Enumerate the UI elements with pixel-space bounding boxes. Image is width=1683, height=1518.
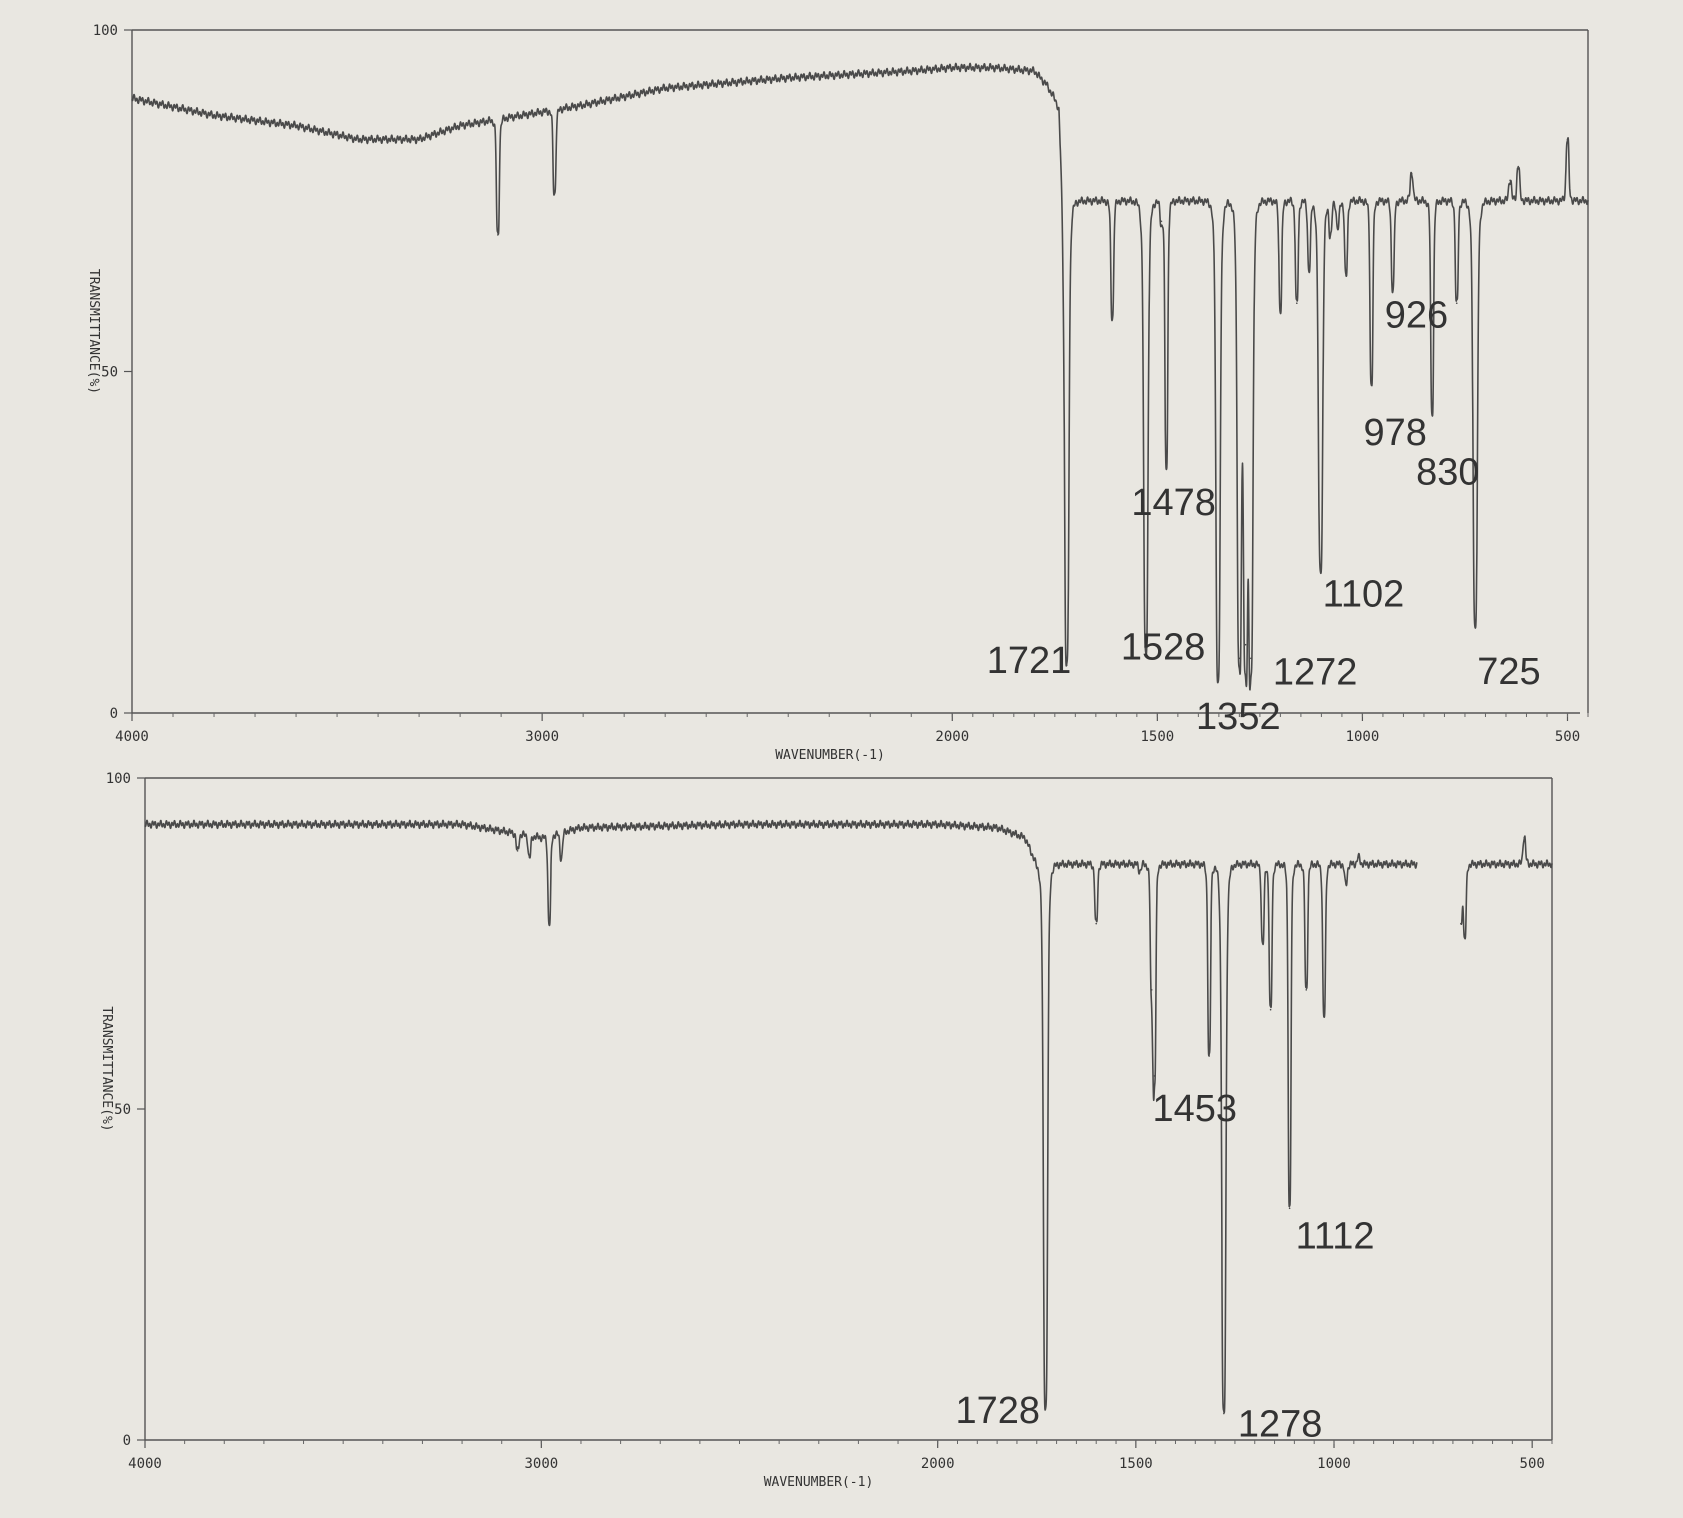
x-tick-label: 4000 bbox=[115, 729, 149, 745]
peak-point bbox=[1065, 664, 1068, 666]
peak-point bbox=[1523, 836, 1526, 839]
peak-point bbox=[1460, 922, 1462, 925]
peak-point bbox=[1305, 989, 1308, 991]
y-tick-label: 100 bbox=[93, 23, 118, 39]
x-tick-label: 500 bbox=[1555, 729, 1580, 745]
peak-label-1102: 1102 bbox=[1323, 574, 1405, 616]
peak-label-830: 830 bbox=[1416, 451, 1479, 493]
y-tick-label: 100 bbox=[106, 771, 131, 787]
y-axis-title: TRANSMITTANCE(%) bbox=[86, 269, 101, 394]
peak-label-1278: 1278 bbox=[1238, 1404, 1323, 1446]
peak-point bbox=[553, 193, 556, 195]
x-tick-label: 3000 bbox=[525, 729, 559, 745]
peak-point bbox=[1095, 922, 1098, 925]
peak-label-1528: 1528 bbox=[1121, 627, 1206, 669]
peak-point bbox=[1123, 199, 1126, 202]
peak-label-1453: 1453 bbox=[1152, 1088, 1237, 1130]
peak-label-725: 725 bbox=[1477, 651, 1540, 693]
peak-point bbox=[1044, 1406, 1047, 1408]
peak-point bbox=[1153, 1075, 1156, 1077]
peak-point bbox=[1308, 268, 1310, 270]
peak-point bbox=[1165, 466, 1168, 468]
peak-point bbox=[1279, 309, 1282, 311]
x-axis-title: WAVENUMBER(-1) bbox=[775, 748, 885, 763]
x-tick-label: 4000 bbox=[128, 1456, 162, 1472]
peak-label-1728: 1728 bbox=[955, 1390, 1040, 1432]
peak-point bbox=[560, 856, 562, 859]
x-tick-label: 1500 bbox=[1119, 1456, 1153, 1472]
spectrum-trace bbox=[144, 819, 1553, 1414]
peak-point bbox=[1323, 1015, 1325, 1018]
peak-point bbox=[1329, 234, 1332, 236]
x-tick-label: 3000 bbox=[524, 1456, 558, 1472]
peak-point bbox=[1250, 657, 1252, 660]
peak-point bbox=[1319, 568, 1322, 571]
spectrum-trace bbox=[131, 62, 1589, 691]
peak-label-1352: 1352 bbox=[1196, 696, 1281, 738]
peak-point bbox=[1370, 384, 1373, 386]
x-tick-label: 1000 bbox=[1346, 729, 1380, 745]
peak-label-978: 978 bbox=[1363, 412, 1426, 454]
x-tick-label: 500 bbox=[1520, 1456, 1545, 1472]
peak-point bbox=[516, 850, 519, 852]
peak-point bbox=[1410, 172, 1413, 175]
peak-point bbox=[1361, 199, 1364, 202]
x-tick-label: 1500 bbox=[1140, 729, 1174, 745]
peak-point bbox=[1269, 1008, 1272, 1011]
y-axis-title: TRANSMITTANCE(%) bbox=[99, 1006, 114, 1131]
peak-point bbox=[1139, 869, 1141, 872]
peak-point bbox=[1357, 856, 1360, 859]
y-tick-label: 0 bbox=[110, 706, 118, 722]
x-axis-title: WAVENUMBER(-1) bbox=[764, 1475, 874, 1490]
peak-point bbox=[1337, 227, 1339, 229]
peak-point bbox=[1150, 989, 1153, 991]
peak-point bbox=[548, 922, 551, 925]
peak-point bbox=[1244, 643, 1247, 646]
peak-label-1272: 1272 bbox=[1273, 651, 1358, 693]
peak-point bbox=[1261, 942, 1264, 945]
y-tick-label: 50 bbox=[101, 365, 118, 381]
peak-point bbox=[1517, 165, 1520, 168]
peak-point bbox=[1431, 411, 1433, 414]
peak-point bbox=[1111, 316, 1114, 318]
peak-point bbox=[1566, 138, 1569, 141]
peak-point bbox=[1455, 302, 1458, 305]
peak-point bbox=[1208, 1055, 1210, 1057]
x-tick-label: 2000 bbox=[935, 729, 969, 745]
peak-point bbox=[1345, 275, 1347, 277]
peak-point bbox=[1509, 179, 1511, 182]
peak-point bbox=[1145, 650, 1147, 653]
peak-point bbox=[1217, 678, 1219, 680]
peak-label-1721: 1721 bbox=[987, 640, 1072, 682]
peak-point bbox=[497, 234, 499, 236]
peak-point bbox=[1296, 302, 1298, 305]
peak-point bbox=[1464, 936, 1466, 938]
peak-point bbox=[1391, 288, 1394, 291]
peak-point bbox=[1238, 657, 1241, 660]
peak-point bbox=[1474, 623, 1477, 626]
y-tick-label: 50 bbox=[114, 1102, 131, 1118]
peak-point bbox=[1288, 1207, 1291, 1210]
y-tick-label: 0 bbox=[123, 1433, 131, 1449]
peak-point bbox=[528, 856, 531, 859]
x-tick-label: 2000 bbox=[921, 1456, 955, 1472]
peak-label-1112: 1112 bbox=[1296, 1215, 1375, 1257]
peak-point bbox=[1160, 220, 1163, 223]
peak-label-1478: 1478 bbox=[1131, 482, 1216, 524]
x-tick-label: 1000 bbox=[1317, 1456, 1351, 1472]
peak-point bbox=[1345, 883, 1347, 885]
peak-point bbox=[1223, 1412, 1225, 1415]
peak-label-926: 926 bbox=[1385, 295, 1448, 337]
